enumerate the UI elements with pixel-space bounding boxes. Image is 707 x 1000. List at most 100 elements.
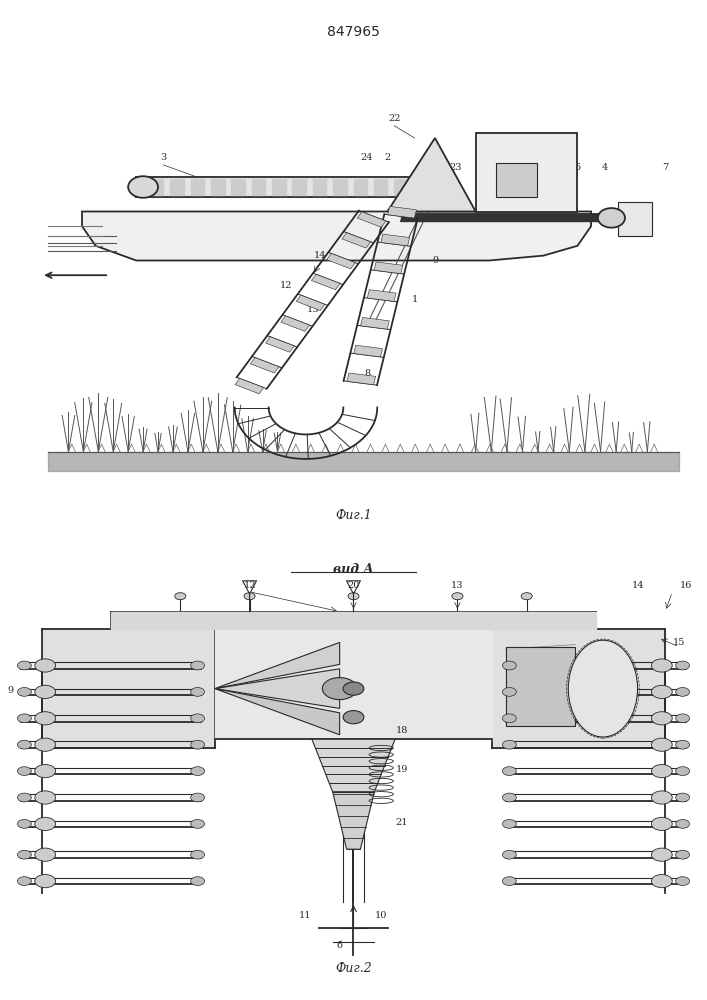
Circle shape — [503, 850, 516, 859]
Text: 24: 24 — [361, 153, 373, 162]
Circle shape — [503, 740, 516, 749]
Circle shape — [651, 848, 672, 861]
FancyBboxPatch shape — [506, 647, 575, 726]
Polygon shape — [342, 233, 370, 248]
Polygon shape — [354, 345, 382, 357]
Circle shape — [651, 659, 672, 672]
Text: 19: 19 — [396, 766, 408, 774]
Polygon shape — [327, 253, 356, 269]
Circle shape — [676, 688, 689, 696]
Circle shape — [322, 678, 357, 700]
Circle shape — [503, 661, 516, 670]
Circle shape — [18, 793, 31, 802]
Circle shape — [191, 877, 204, 886]
Text: 9: 9 — [8, 686, 13, 695]
Circle shape — [35, 874, 56, 888]
Circle shape — [18, 661, 31, 670]
Text: 847965: 847965 — [327, 25, 380, 39]
Circle shape — [35, 738, 56, 751]
Circle shape — [503, 767, 516, 776]
Circle shape — [35, 817, 56, 830]
Circle shape — [18, 850, 31, 859]
Polygon shape — [296, 295, 325, 311]
Polygon shape — [250, 358, 279, 373]
Circle shape — [651, 817, 672, 830]
Circle shape — [521, 593, 532, 600]
Text: Фиг.2: Фиг.2 — [335, 962, 372, 974]
Circle shape — [191, 767, 204, 776]
Circle shape — [651, 791, 672, 804]
Circle shape — [343, 711, 364, 724]
Circle shape — [651, 874, 672, 888]
Circle shape — [503, 688, 516, 696]
Text: 8: 8 — [364, 369, 370, 378]
Polygon shape — [215, 669, 339, 708]
Circle shape — [191, 661, 204, 670]
Circle shape — [18, 714, 31, 723]
Circle shape — [676, 714, 689, 723]
Circle shape — [452, 593, 463, 600]
FancyBboxPatch shape — [618, 202, 652, 236]
Circle shape — [503, 793, 516, 802]
Circle shape — [244, 593, 255, 600]
Text: 13: 13 — [451, 581, 464, 590]
Circle shape — [191, 820, 204, 828]
Text: 12: 12 — [243, 581, 256, 590]
Polygon shape — [387, 138, 476, 212]
Circle shape — [35, 848, 56, 861]
Text: 1: 1 — [411, 295, 418, 304]
Text: 5: 5 — [432, 153, 438, 162]
Polygon shape — [312, 739, 395, 792]
Circle shape — [651, 712, 672, 725]
Text: 14: 14 — [313, 251, 326, 260]
Text: 7: 7 — [662, 163, 669, 172]
Text: 2: 2 — [385, 153, 390, 162]
Text: 21: 21 — [396, 818, 408, 827]
Circle shape — [343, 682, 364, 695]
Polygon shape — [312, 274, 340, 290]
Circle shape — [18, 688, 31, 696]
Circle shape — [676, 767, 689, 776]
Text: 14: 14 — [631, 581, 644, 590]
Text: 4: 4 — [602, 163, 608, 172]
Polygon shape — [347, 373, 375, 385]
Polygon shape — [333, 792, 374, 849]
Polygon shape — [82, 212, 591, 260]
Circle shape — [676, 820, 689, 828]
Circle shape — [18, 767, 31, 776]
Polygon shape — [357, 212, 386, 227]
Ellipse shape — [568, 640, 638, 737]
Circle shape — [128, 176, 158, 198]
Circle shape — [676, 850, 689, 859]
Text: 16: 16 — [680, 581, 692, 590]
Circle shape — [175, 593, 186, 600]
Text: 23: 23 — [449, 163, 462, 172]
Polygon shape — [374, 262, 403, 274]
Text: 3: 3 — [160, 153, 167, 162]
Circle shape — [651, 685, 672, 698]
Circle shape — [676, 793, 689, 802]
Circle shape — [35, 685, 56, 698]
Circle shape — [35, 791, 56, 804]
Circle shape — [676, 740, 689, 749]
Polygon shape — [381, 234, 409, 246]
Circle shape — [676, 661, 689, 670]
Circle shape — [503, 714, 516, 723]
Text: 18: 18 — [396, 726, 408, 735]
Circle shape — [18, 877, 31, 886]
Circle shape — [191, 688, 204, 696]
Circle shape — [191, 793, 204, 802]
Circle shape — [651, 764, 672, 778]
Text: 6: 6 — [574, 163, 580, 172]
Circle shape — [598, 208, 625, 228]
Text: 22: 22 — [388, 114, 400, 123]
Text: б: б — [337, 942, 343, 950]
Polygon shape — [215, 689, 339, 735]
Text: 10: 10 — [375, 911, 387, 920]
Circle shape — [503, 820, 516, 828]
Polygon shape — [281, 316, 310, 331]
Polygon shape — [361, 317, 390, 329]
Text: вид А: вид А — [333, 563, 374, 576]
Text: 12: 12 — [279, 280, 292, 290]
Text: 13: 13 — [307, 305, 319, 314]
